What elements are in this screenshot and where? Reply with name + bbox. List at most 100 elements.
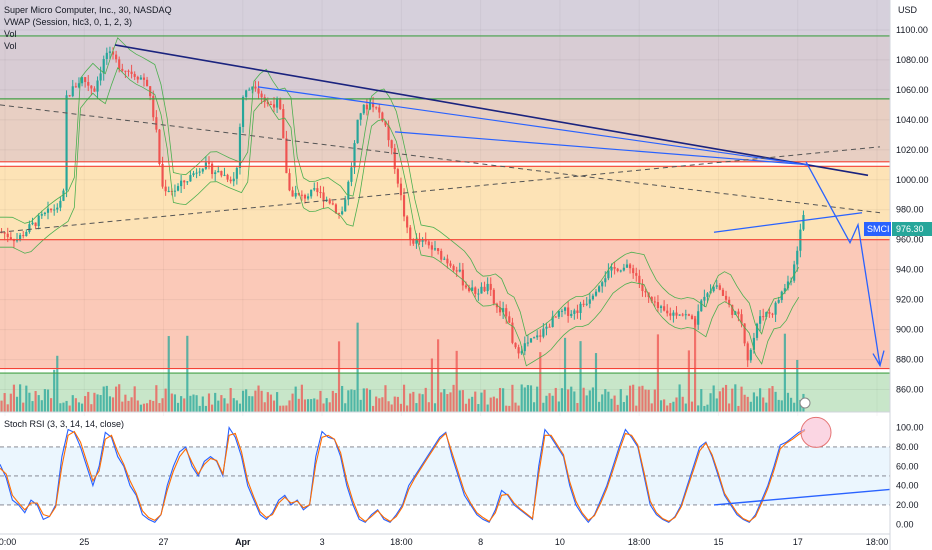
candle-body (437, 248, 440, 251)
last-price-symbol-tag (864, 222, 891, 236)
time-tick-8: 18:00 (628, 537, 651, 547)
legend: Super Micro Computer, Inc., 30, NASDAQ V… (4, 4, 172, 52)
volume-bar (412, 391, 415, 412)
candle-body (666, 310, 669, 314)
candle-body (211, 163, 214, 175)
candle-body (421, 239, 424, 242)
volume-bar (796, 359, 799, 412)
volume-bar (777, 399, 780, 412)
candle-body (684, 314, 687, 316)
volume-bar (610, 398, 613, 412)
volume-bar (644, 389, 647, 412)
candle-body (201, 168, 204, 172)
volume-bar (399, 403, 403, 412)
legend-vol-1: Vol (4, 29, 17, 39)
volume-bar (613, 395, 616, 412)
volume-bar (269, 394, 272, 412)
candle-body (387, 125, 390, 141)
candle-body (731, 304, 734, 315)
volume-bar (520, 384, 523, 412)
candle-body (136, 76, 139, 80)
candle-body (384, 120, 387, 126)
volume-bar (316, 399, 319, 412)
candle-body (43, 212, 46, 215)
candle-body (217, 170, 220, 173)
candle-body (446, 258, 449, 264)
volume-bar (220, 395, 223, 412)
stoch-bg (0, 416, 890, 532)
volume-bar (207, 393, 211, 412)
volume-bar (0, 400, 3, 412)
candle-body (576, 310, 579, 313)
volume-bar (471, 396, 474, 412)
volume-bar (260, 390, 263, 412)
candle-body (672, 312, 675, 316)
price-tick-940: 940.00 (896, 265, 924, 275)
volume-bar (297, 398, 300, 412)
candle-body (628, 264, 632, 269)
candle-body (350, 167, 353, 182)
volume-bar (703, 405, 706, 412)
volume-bar (71, 395, 74, 412)
volume-bar (341, 385, 344, 412)
volume-bar (272, 400, 276, 412)
candle-body (511, 322, 514, 343)
candle-body (322, 192, 325, 201)
candle-body (375, 107, 378, 109)
candle-body (139, 77, 142, 80)
volume-bar (666, 405, 669, 412)
stoch-trendline (713, 488, 891, 506)
candle-body (164, 186, 167, 192)
volume-bar (108, 396, 111, 412)
candle-body (694, 319, 697, 325)
candle-body (523, 343, 526, 352)
candle-body (663, 306, 666, 311)
candle-body (260, 93, 263, 98)
time-tick-6: 8 (478, 537, 483, 547)
candle-body (347, 181, 350, 200)
candle-body (28, 224, 31, 232)
candle-body (703, 296, 706, 301)
candle-body (161, 163, 164, 187)
volume-bar (214, 392, 217, 412)
candle-body (204, 162, 207, 169)
volume-bar (517, 405, 520, 412)
vwap-bands (0, 37, 800, 367)
candle-body (653, 301, 656, 303)
candle-body (22, 235, 25, 237)
legend-vol-2: Vol (4, 41, 17, 51)
volume-bar (37, 395, 40, 412)
candle-body (341, 211, 344, 215)
stoch-highlight-circle (800, 416, 832, 448)
candle-body (498, 307, 502, 313)
volume-bar (167, 336, 170, 412)
volume-bar (418, 393, 421, 412)
candle-body (68, 95, 71, 97)
volume-bar (523, 387, 526, 412)
volume-bar (139, 404, 142, 412)
candle-body (449, 263, 452, 266)
stoch-tick-0: 0.00 (896, 519, 914, 529)
candle-body (99, 73, 102, 81)
candle-body (601, 282, 604, 287)
candle-body (378, 107, 381, 113)
candle-body (40, 214, 43, 216)
candle-body (650, 296, 653, 302)
candle-body (502, 308, 505, 313)
price-tick-900: 900.00 (896, 325, 924, 335)
volume-bar (195, 395, 198, 412)
candle-body (492, 289, 495, 304)
volume-bar (387, 401, 390, 412)
candle-body (121, 68, 124, 71)
candle-body (3, 232, 6, 234)
candle-body (752, 337, 755, 350)
volume-bar (452, 384, 455, 412)
last-price-value: 976.30 (896, 224, 924, 234)
candle-body (111, 51, 115, 55)
volume-bar (557, 401, 560, 412)
zone-upper-band (0, 35, 890, 99)
trendline-neckline (713, 212, 863, 233)
volume-bar (743, 394, 746, 412)
candle-body (232, 178, 235, 182)
candle-body (362, 104, 365, 114)
